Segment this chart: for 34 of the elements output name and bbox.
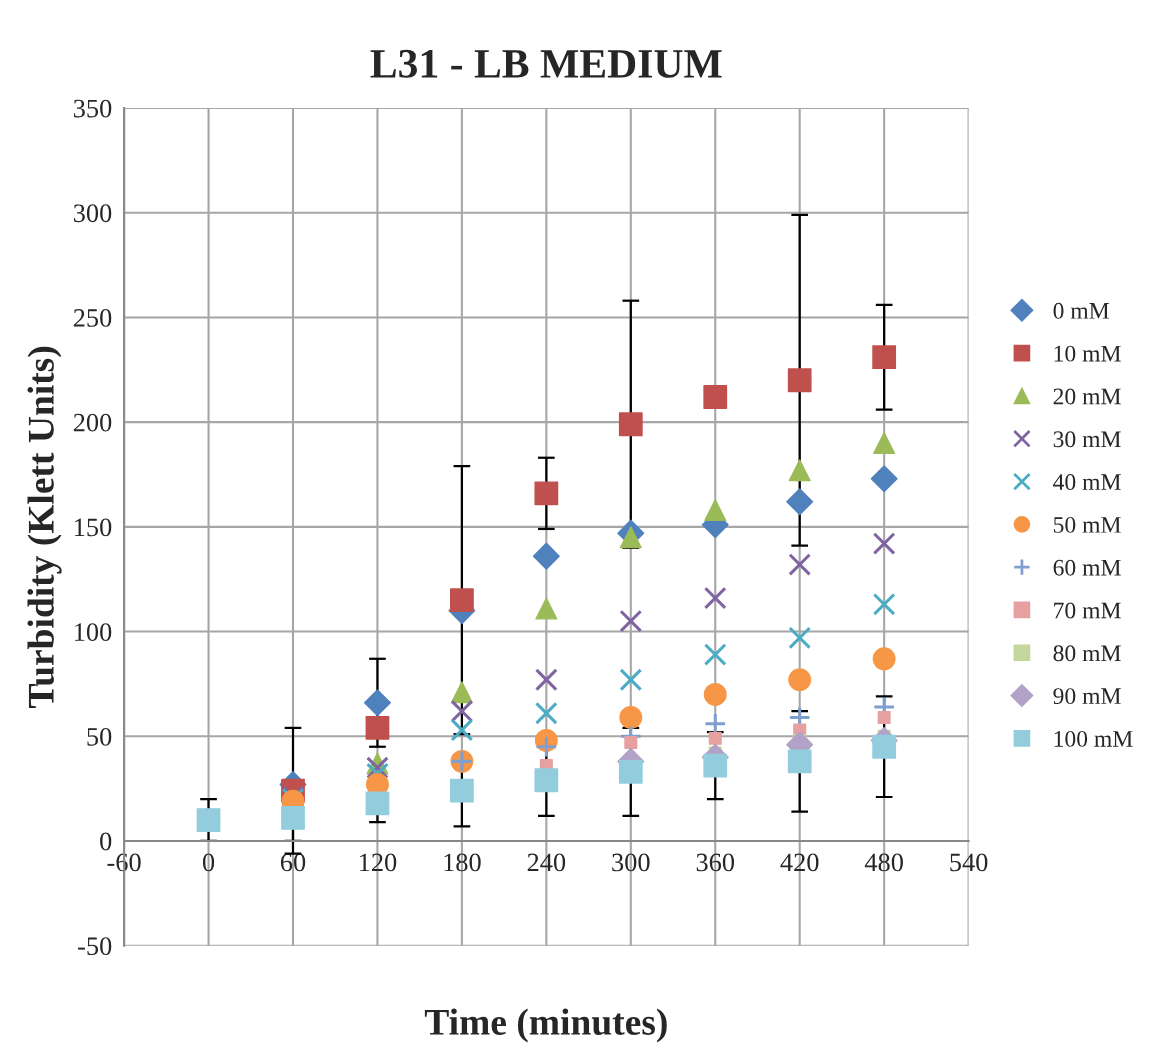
legend-label: 0 mM — [1053, 302, 1109, 319]
legend-label: 80 mM — [1053, 645, 1121, 662]
x-tick-label: 120 — [359, 853, 397, 872]
legend-label: 30 mM — [1053, 431, 1121, 448]
y-tick-label: 200 — [73, 413, 112, 432]
y-tick-label: -50 — [78, 937, 112, 956]
legend-label: 10 mM — [1054, 345, 1121, 362]
x-tick-label: 360 — [696, 853, 735, 872]
x-tick-label: 0 — [202, 853, 215, 872]
y-tick-label: 50 — [87, 727, 112, 746]
y-tick-label: 0 — [100, 832, 112, 851]
chart-title: L31 - LB MEDIUM — [370, 49, 722, 78]
x-tick-label: 480 — [864, 853, 903, 872]
legend-label: 70 mM — [1054, 602, 1121, 619]
x-tick-label: 540 — [950, 853, 988, 872]
x-tick-label: -60 — [107, 853, 141, 872]
x-tick-label: 180 — [444, 853, 481, 872]
y-axis-title: Turbidity (Klett Units) — [27, 346, 62, 708]
legend-label: 90 mM — [1053, 688, 1121, 705]
x-tick-label: 240 — [527, 853, 566, 872]
x-axis-title: Time (minutes) — [424, 1008, 667, 1043]
legend-label: 20 mM — [1053, 388, 1121, 405]
y-tick-label: 100 — [75, 623, 112, 641]
legend-label: 60 mM — [1053, 559, 1121, 576]
legend-label: 100 mM — [1054, 730, 1133, 747]
legend-label: 50 mM — [1053, 516, 1121, 533]
x-tick-label: 60 — [280, 853, 306, 872]
x-tick-label: 300 — [612, 853, 650, 872]
y-tick-label: 250 — [73, 309, 112, 327]
legend-label: 40 mM — [1053, 474, 1121, 491]
x-tick-label: 420 — [780, 853, 819, 872]
y-tick-label: 150 — [75, 518, 112, 537]
y-tick-label: 300 — [73, 204, 112, 223]
y-tick-label: 350 — [73, 99, 112, 118]
